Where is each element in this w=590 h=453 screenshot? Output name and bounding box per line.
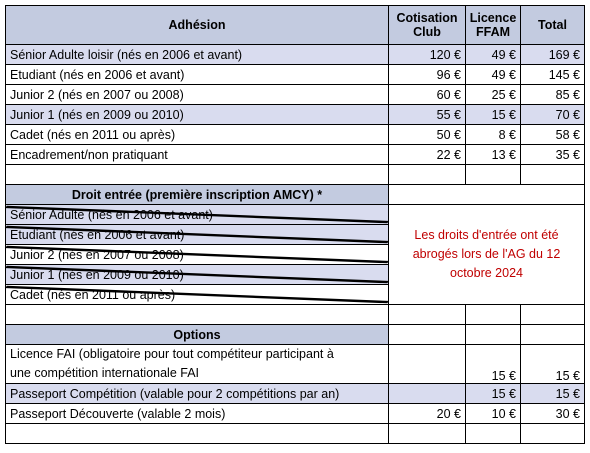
adhesion-label: Junior 1 (nés en 2009 ou 2010) (5, 104, 389, 125)
adhesion-row: Junior 2 (nés en 2007 ou 2008) 60 € 25 €… (5, 84, 585, 105)
header-total: Total (520, 5, 585, 45)
strike-line (6, 285, 388, 304)
adhesion-licence: 8 € (465, 124, 521, 145)
option-row: Licence FAI (obligatoire pour tout compé… (5, 344, 585, 384)
adhesion-licence: 13 € (465, 144, 521, 165)
option-licence: 10 € (465, 403, 521, 424)
option-row: Passeport Découverte (valable 2 mois) 20… (5, 403, 585, 424)
empty-cell (388, 324, 466, 345)
option-label-line2: une compétition internationale FAI (10, 366, 200, 380)
adhesion-row: Junior 1 (nés en 2009 ou 2010) 55 € 15 €… (5, 104, 585, 125)
empty-cell (520, 423, 585, 444)
adhesion-label: Junior 2 (nés en 2007 ou 2008) (5, 84, 389, 105)
header-licence-line1: Licence (469, 11, 517, 25)
adhesion-club: 60 € (388, 84, 466, 105)
strike-line (6, 245, 388, 264)
empty-cell (520, 324, 585, 345)
droit-label-struck: Cadet (nés en 2011 ou après) (5, 284, 389, 305)
droit-row: Junior 1 (nés en 2009 ou 2010) (5, 264, 585, 285)
header-cotisation-line1: Cotisation (396, 11, 458, 25)
header-cotisation-line2: Club (413, 25, 441, 39)
header-licence-line2: FFAM (475, 25, 511, 39)
adhesion-row: Sénior Adulte loisir (nés en 2006 et ava… (5, 44, 585, 65)
option-total: 15 € (520, 383, 585, 404)
adhesion-club: 120 € (388, 44, 466, 65)
adhesion-licence: 25 € (465, 84, 521, 105)
droit-label-struck: Sénior Adulte (nés en 2006 et avant) (5, 204, 389, 225)
empty-cell (520, 164, 585, 185)
empty-row (5, 304, 585, 325)
option-label-line1: Licence FAI (obligatoire pour tout compé… (10, 347, 334, 361)
adhesion-total: 145 € (520, 64, 585, 85)
tarifs-sheet: Adhésion Cotisation Club Licence FFAM To… (5, 5, 585, 449)
adhesion-licence: 49 € (465, 44, 521, 65)
header-licence-ffam: Licence FFAM (465, 5, 521, 45)
droit-label: Junior 2 (nés en 2007 ou 2008) (10, 247, 184, 262)
option-label: Passeport Découverte (valable 2 mois) (5, 403, 389, 424)
empty-cell (388, 304, 466, 325)
header-adhesion: Adhésion (5, 5, 389, 45)
droit-label: Etudiant (nés en 2006 et avant) (10, 227, 185, 242)
option-licence: 15 € (465, 344, 521, 384)
adhesion-total: 85 € (520, 84, 585, 105)
adhesion-label: Sénior Adulte loisir (nés en 2006 et ava… (5, 44, 389, 65)
option-label: Licence FAI (obligatoire pour tout compé… (5, 344, 389, 384)
empty-cell (5, 304, 389, 325)
droit-label: Sénior Adulte (nés en 2006 et avant) (10, 207, 213, 222)
empty-cell (388, 164, 466, 185)
header-row: Adhésion Cotisation Club Licence FFAM To… (5, 5, 585, 45)
option-total: 15 € (520, 344, 585, 384)
adhesion-licence: 15 € (465, 104, 521, 125)
empty-cell (520, 304, 585, 325)
droit-label-struck: Junior 2 (nés en 2007 ou 2008) (5, 244, 389, 265)
tarifs-table: Adhésion Cotisation Club Licence FFAM To… (5, 5, 585, 444)
empty-cell (465, 164, 521, 185)
option-total: 30 € (520, 403, 585, 424)
strike-line (6, 205, 388, 224)
adhesion-licence: 49 € (465, 64, 521, 85)
adhesion-row: Etudiant (nés en 2006 et avant) 96 € 49 … (5, 64, 585, 85)
option-row: Passeport Compétition (valable pour 2 co… (5, 383, 585, 404)
header-cotisation-club: Cotisation Club (388, 5, 466, 45)
adhesion-total: 169 € (520, 44, 585, 65)
option-club (388, 383, 466, 404)
adhesion-club: 22 € (388, 144, 466, 165)
strike-line (6, 265, 388, 284)
droit-label-struck: Etudiant (nés en 2006 et avant) (5, 224, 389, 245)
droit-row: Sénior Adulte (nés en 2006 et avant) Les… (5, 204, 585, 305)
adhesion-total: 35 € (520, 144, 585, 165)
empty-cell (388, 423, 466, 444)
option-label: Passeport Compétition (valable pour 2 co… (5, 383, 389, 404)
options-section-title: Options (5, 324, 389, 345)
empty-cell (465, 304, 521, 325)
empty-cell (465, 423, 521, 444)
empty-cell (5, 423, 389, 444)
strike-line (6, 225, 388, 244)
option-licence: 15 € (465, 383, 521, 404)
adhesion-total: 58 € (520, 124, 585, 145)
adhesion-row: Cadet (nés en 2011 ou après) 50 € 8 € 58… (5, 124, 585, 145)
droit-section-title: Droit entrée (première inscription AMCY)… (5, 184, 389, 205)
option-club (388, 344, 466, 384)
empty-row (5, 164, 585, 185)
empty-row (5, 423, 585, 444)
droit-header-blank (388, 184, 585, 205)
options-header-row: Options (5, 324, 585, 345)
adhesion-total: 70 € (520, 104, 585, 125)
adhesion-label: Etudiant (nés en 2006 et avant) (5, 64, 389, 85)
option-club: 20 € (388, 403, 466, 424)
droit-label: Junior 1 (nés en 2009 ou 2010) (10, 267, 184, 282)
adhesion-club: 96 € (388, 64, 466, 85)
adhesion-label: Cadet (nés en 2011 ou après) (5, 124, 389, 145)
empty-cell (5, 164, 389, 185)
droit-header-row: Droit entrée (première inscription AMCY)… (5, 184, 585, 205)
droit-note: Les droits d'entrée ont été abrogés lors… (388, 204, 585, 305)
droit-label-struck: Junior 1 (nés en 2009 ou 2010) (5, 264, 389, 285)
adhesion-club: 55 € (388, 104, 466, 125)
adhesion-club: 50 € (388, 124, 466, 145)
empty-cell (465, 324, 521, 345)
adhesion-label: Encadrement/non pratiquant (5, 144, 389, 165)
adhesion-row: Encadrement/non pratiquant 22 € 13 € 35 … (5, 144, 585, 165)
